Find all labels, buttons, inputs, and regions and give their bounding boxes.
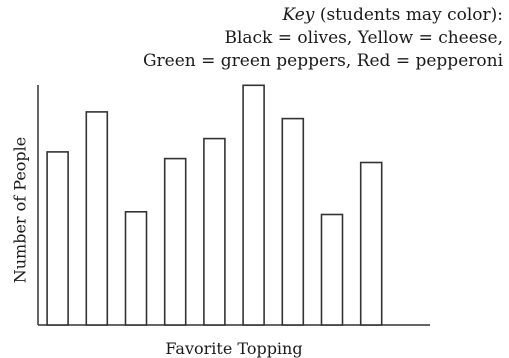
key-word: Key xyxy=(282,5,315,25)
bar-1 xyxy=(46,151,69,326)
key-title: Key (students may color): xyxy=(143,4,504,27)
y-axis-label: Number of People xyxy=(10,136,30,284)
bar-6 xyxy=(242,84,265,326)
bars-group xyxy=(46,84,383,326)
bar-7 xyxy=(281,117,305,326)
bar-2 xyxy=(85,111,109,326)
key-line-peppers-pepperoni: Green = green peppers, Red = pepperoni xyxy=(142,51,503,71)
x-axis-label: Favorite Topping xyxy=(165,339,303,358)
bar-5 xyxy=(203,137,226,326)
color-key: Key (students may color): Black = olives… xyxy=(143,4,503,73)
bar-8 xyxy=(320,213,344,326)
key-title-rest: (students may color): xyxy=(314,5,503,25)
bar-4 xyxy=(163,157,187,326)
bar-9 xyxy=(359,161,383,326)
key-line-olives-cheese: Black = olives, Yellow = cheese, xyxy=(224,28,503,48)
bar-3 xyxy=(124,211,148,326)
